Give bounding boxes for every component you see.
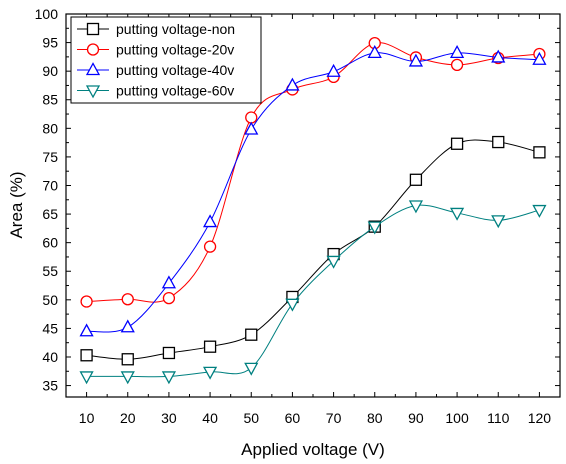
data-point	[533, 146, 546, 159]
x-tick-label: 80	[367, 410, 383, 426]
series-line	[86, 139, 540, 360]
y-tick-label: 70	[42, 177, 58, 193]
data-point	[202, 214, 218, 228]
data-point	[203, 240, 217, 253]
data-point	[450, 58, 464, 72]
series-line	[86, 204, 540, 378]
series-3	[79, 45, 547, 337]
x-tick-label: 30	[161, 410, 177, 426]
data-point	[491, 49, 506, 63]
data-point	[162, 291, 176, 305]
data-point	[244, 362, 259, 376]
y-tick-label: 35	[42, 378, 58, 394]
data-point	[449, 207, 465, 221]
y-tick-label: 95	[42, 35, 58, 51]
legend-marker	[86, 22, 100, 36]
data-point	[367, 221, 382, 235]
data-point	[491, 215, 506, 229]
y-axis-ticks: 35 40 45 50 55 60 65 70 75 80 85 90 95 100	[35, 6, 560, 394]
data-point	[408, 200, 424, 214]
data-point	[492, 135, 505, 149]
x-axis-label: Applied voltage (V)	[241, 440, 385, 459]
y-tick-label: 75	[42, 149, 58, 165]
data-point	[161, 275, 177, 289]
legend-label: putting voltage-60v	[116, 83, 234, 99]
x-tick-label: 50	[243, 410, 259, 426]
data-point	[409, 173, 423, 186]
x-tick-label: 100	[445, 410, 469, 426]
data-point	[121, 293, 134, 306]
legend-label: putting voltage-20v	[116, 42, 234, 58]
x-tick-label: 120	[528, 410, 552, 426]
data-point	[121, 353, 134, 366]
data-point	[161, 371, 177, 385]
legend-item: putting voltage-20v	[77, 42, 234, 58]
data-point	[245, 111, 258, 124]
data-point	[162, 346, 176, 360]
data-point	[285, 77, 300, 91]
legend-item: putting voltage-non	[77, 21, 235, 37]
y-tick-label: 85	[42, 92, 58, 108]
data-point	[326, 63, 341, 77]
data-point	[120, 319, 135, 333]
legend-marker	[85, 85, 101, 99]
y-tick-label: 80	[42, 120, 58, 136]
data-point	[79, 371, 94, 385]
legend-item: putting voltage-60v	[77, 83, 234, 99]
legend-marker	[86, 43, 100, 56]
legend-item: putting voltage-40v	[77, 62, 234, 78]
data-point	[367, 45, 382, 59]
y-tick-label: 100	[35, 6, 59, 22]
x-tick-label: 20	[120, 410, 136, 426]
data-point	[79, 323, 94, 337]
legend-marker	[85, 62, 101, 76]
data-point	[203, 340, 217, 353]
data-point	[120, 371, 135, 385]
legend: putting voltage-non putting voltage-20v pu…	[70, 16, 262, 104]
y-tick-label: 40	[42, 349, 58, 365]
y-tick-label: 90	[42, 63, 58, 79]
data-point	[408, 53, 424, 67]
series-4	[79, 200, 547, 385]
x-tick-label: 70	[326, 410, 342, 426]
data-point	[532, 51, 547, 65]
data-point	[449, 45, 465, 59]
data-point	[80, 295, 93, 308]
x-tick-label: 60	[285, 410, 301, 426]
data-point	[532, 204, 547, 218]
legend-label: putting voltage-40v	[116, 62, 234, 78]
y-tick-label: 55	[42, 263, 58, 279]
data-point	[80, 349, 93, 362]
x-axis-ticks: 10 20 30 40 50 60 70 80 90 100 110 120	[65, 14, 561, 426]
series-layer	[79, 37, 547, 385]
y-tick-label: 60	[42, 235, 58, 251]
x-tick-label: 40	[202, 410, 218, 426]
legend-label: putting voltage-non	[116, 21, 235, 37]
y-axis-label: Area (%)	[7, 171, 26, 238]
series-1	[80, 135, 546, 366]
data-point	[244, 121, 259, 135]
y-tick-label: 65	[42, 206, 58, 222]
x-tick-label: 90	[408, 410, 424, 426]
legend-box	[70, 16, 262, 104]
data-point	[326, 255, 341, 269]
data-point	[245, 328, 258, 341]
data-point	[202, 366, 218, 380]
y-tick-label: 45	[42, 320, 58, 336]
x-tick-label: 10	[79, 410, 95, 426]
data-point	[285, 298, 300, 312]
data-point	[450, 137, 464, 150]
y-tick-label: 50	[42, 292, 58, 308]
x-tick-label: 110	[487, 410, 510, 426]
